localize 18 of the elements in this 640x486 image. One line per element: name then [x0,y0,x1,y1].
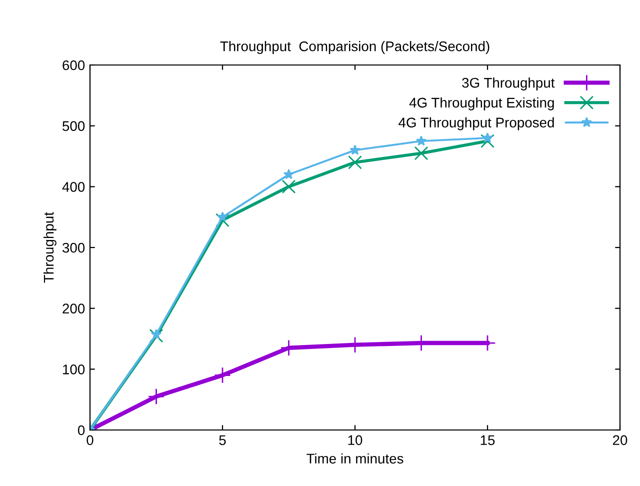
y-tick-label: 500 [62,121,85,132]
x-tick-label: 10 [348,435,362,446]
y-tick-label: 100 [63,364,85,374]
y-tick-label: 0 [78,425,85,436]
legend-label: 4G Throughput Proposed [398,117,554,130]
x-tick-label: 5 [219,435,226,446]
legend-label: 4G Throughput Existing [409,97,554,110]
x-tick-label: 0 [86,435,94,446]
x-tick-label: 20 [612,435,628,446]
y-tick-label: 300 [62,242,85,253]
chart-title: Throughput Comparision (Packets/Second) [220,41,490,54]
legend-label: 3G Throughput [462,78,555,90]
y-tick-label: 200 [62,304,85,314]
y-tick-label: 400 [62,182,85,192]
x-tick-label: 15 [480,435,495,446]
y-axis-title: Throughput [43,212,56,283]
y-tick-label: 600 [62,60,85,70]
x-axis-title: Time in minutes [306,453,404,464]
